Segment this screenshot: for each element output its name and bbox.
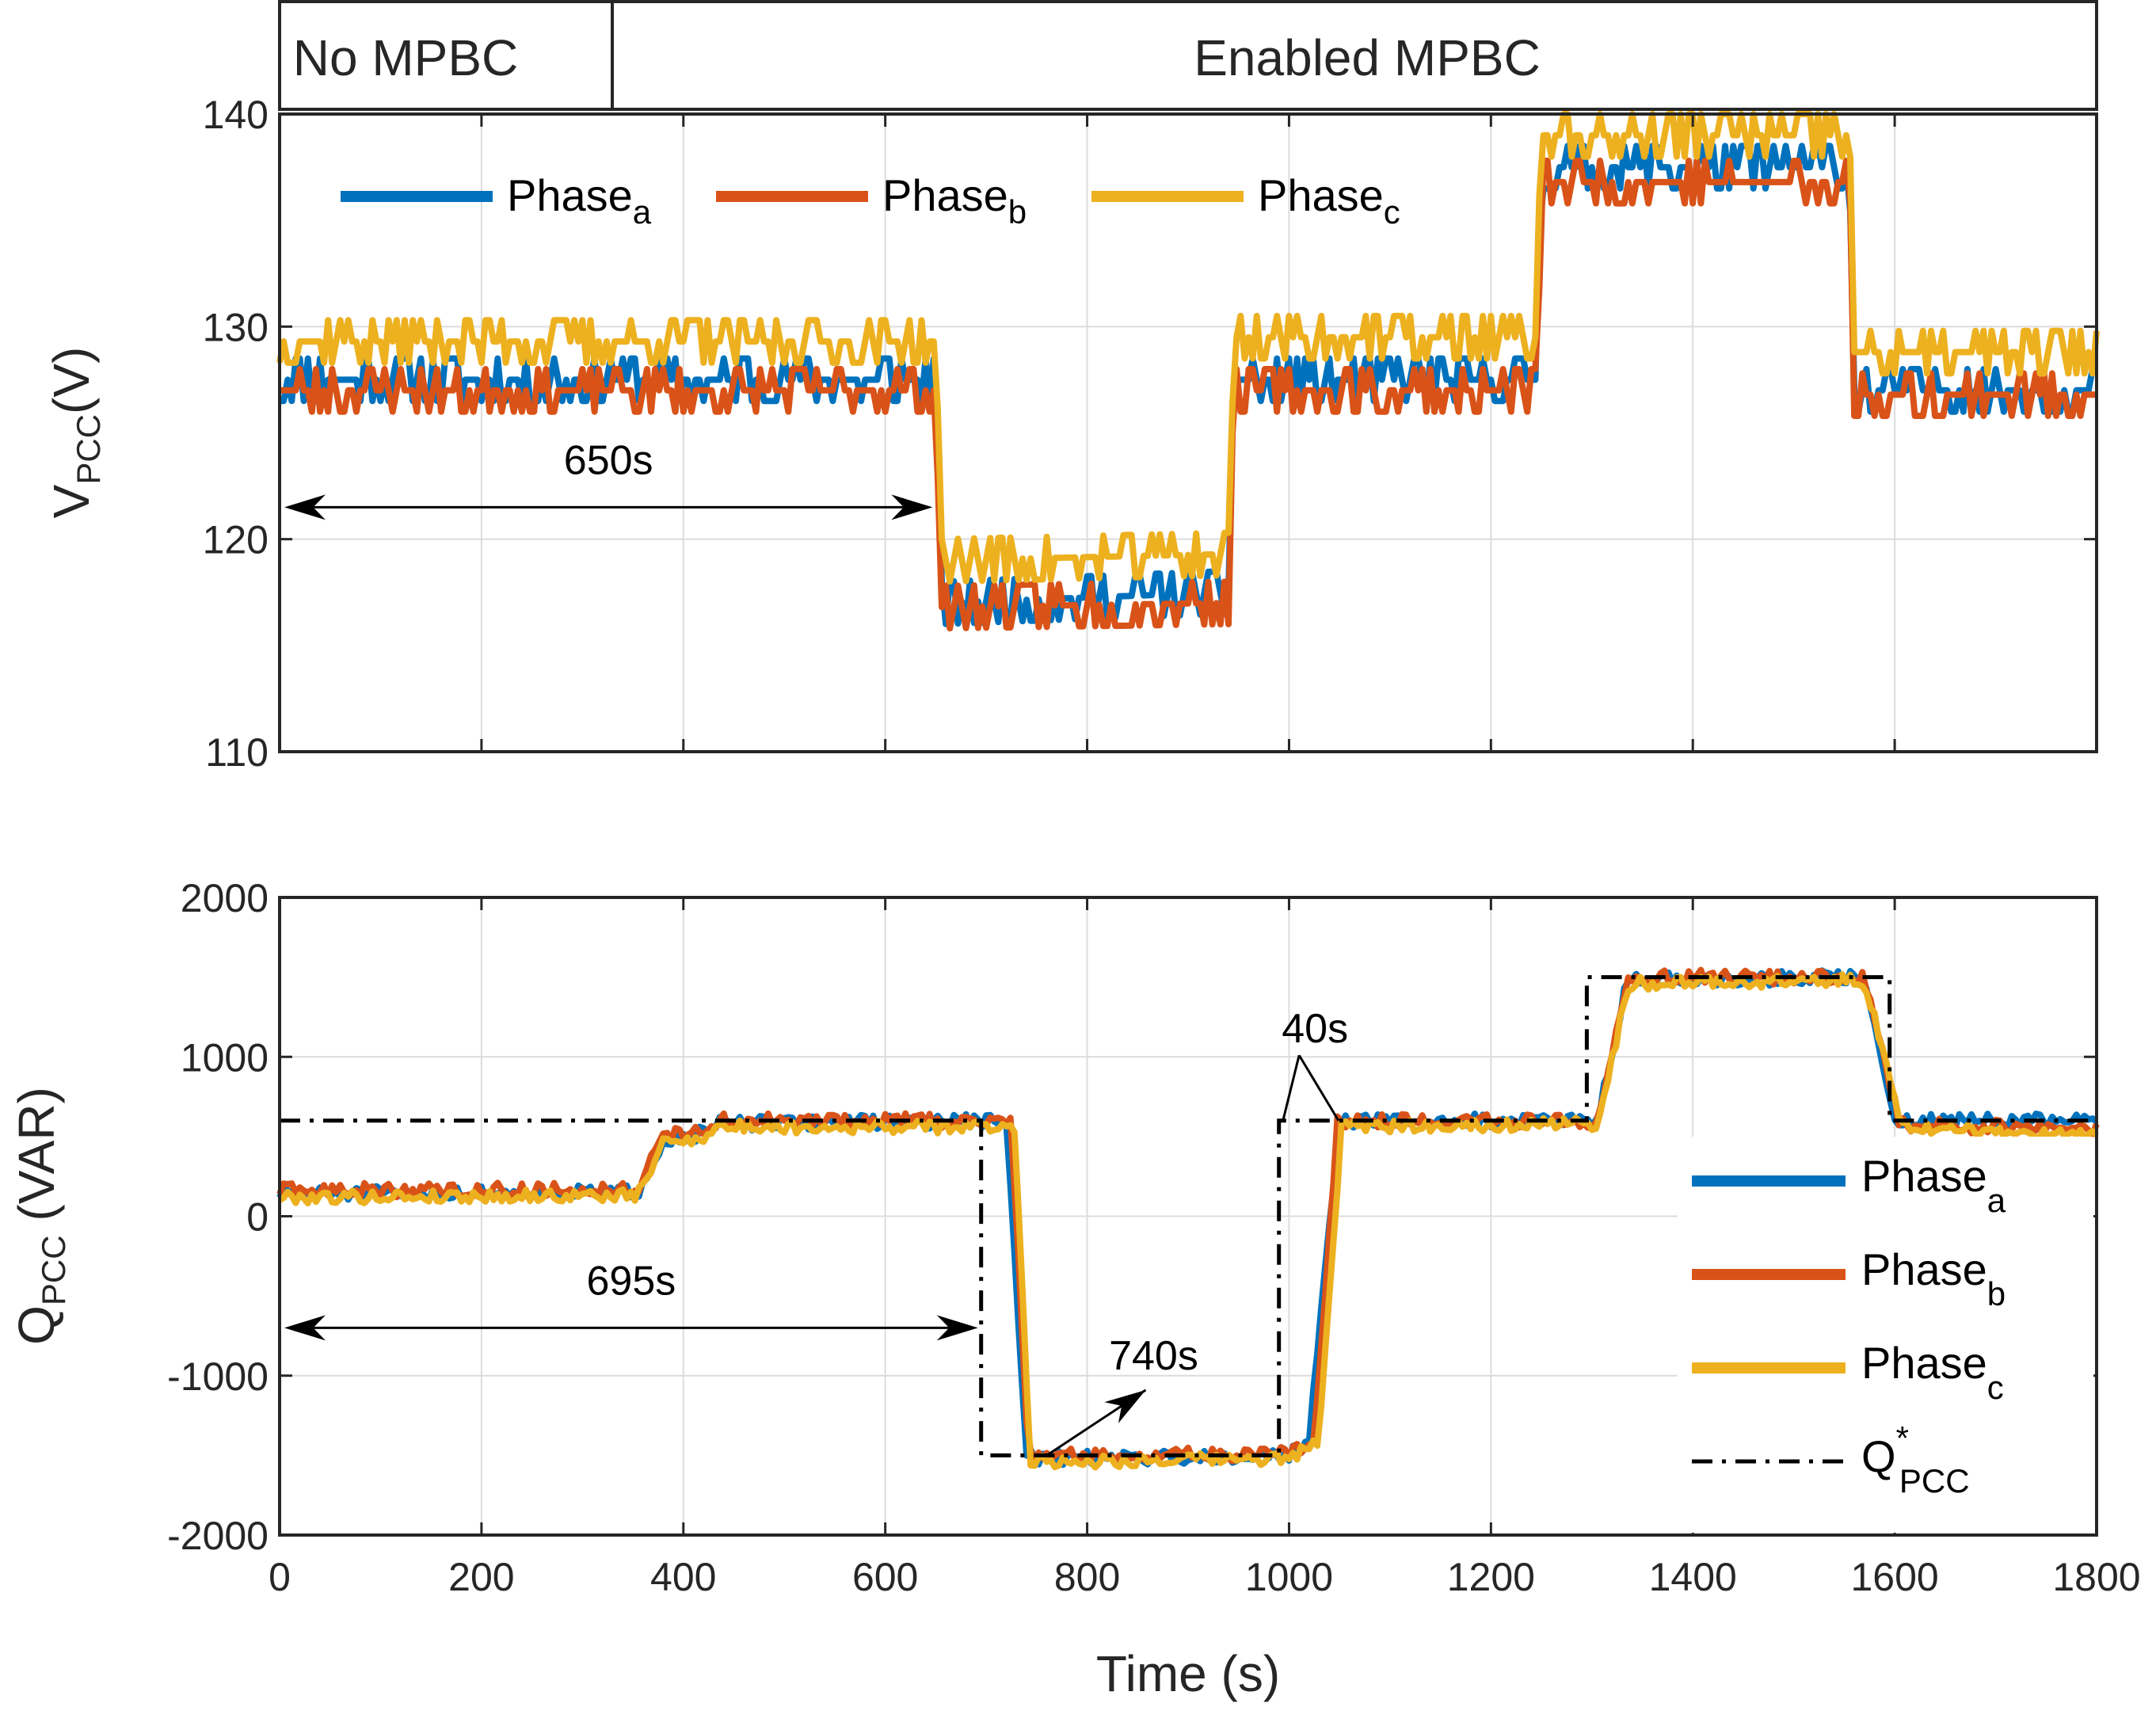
x-tick-label: 1200 bbox=[1447, 1555, 1535, 1599]
vpcc-plot-area bbox=[280, 114, 2097, 752]
x-tick-label: 600 bbox=[852, 1555, 918, 1599]
y-tick-label: 130 bbox=[203, 305, 269, 349]
mode-bar: No MPBC Enabled MPBC bbox=[278, 0, 2098, 111]
qpcc-annotations: 695s 740s 40s bbox=[284, 1006, 1348, 1457]
mode-bar-box bbox=[278, 0, 2098, 111]
mode-no-mpbc-label: No MPBC bbox=[293, 29, 519, 86]
vpcc-series bbox=[276, 111, 2100, 632]
qpcc-legend-label-a: Phasea bbox=[1861, 1151, 2006, 1219]
annotation-arrow-line bbox=[1282, 1054, 1301, 1122]
vpcc-ticks: 110 120 130 140 bbox=[203, 93, 2098, 775]
y-tick-label: 2000 bbox=[181, 876, 269, 920]
series-line-Phase_c bbox=[278, 971, 2099, 1471]
annotation-label: 740s bbox=[1109, 1333, 1198, 1379]
annotation-arrowhead-right bbox=[891, 494, 933, 520]
x-tick-label: 1800 bbox=[2052, 1555, 2140, 1599]
x-tick-label: 1400 bbox=[1649, 1555, 1737, 1599]
y-tick-label: -1000 bbox=[167, 1354, 269, 1399]
vpcc-annotation-650s: 650s bbox=[284, 437, 933, 520]
series-line-Phase_c bbox=[276, 111, 2100, 585]
vpcc-legend-label-c: Phasec bbox=[1258, 170, 1400, 230]
qpcc-ylabel-unit: (VAR) bbox=[8, 1087, 65, 1235]
vpcc-legend: Phasea Phaseb Phasec bbox=[341, 170, 1400, 230]
annotation-label: 650s bbox=[564, 437, 653, 483]
vpcc-ylabel-sub: PCC bbox=[70, 414, 107, 485]
annotation-arrowhead-left bbox=[284, 1315, 326, 1341]
x-tick-label: 1600 bbox=[1850, 1555, 1938, 1599]
qpcc-ylabel-sub: PCC bbox=[35, 1235, 72, 1305]
x-tick-label: 1000 bbox=[1245, 1555, 1333, 1599]
y-tick-label: 120 bbox=[203, 518, 269, 562]
mode-enabled-mpbc-label: Enabled MPBC bbox=[1194, 29, 1541, 86]
annotation-label: 695s bbox=[586, 1258, 676, 1304]
series-line-Q_PCC* bbox=[280, 975, 2097, 1457]
vpcc-panel: 110 120 130 140 No MPBC Enabled MPBC VPCC(V… bbox=[43, 0, 2100, 775]
x-axis-title: Time (s) bbox=[1096, 1645, 1280, 1702]
vpcc-ylabel-main: V bbox=[43, 484, 100, 518]
annotation-label: 40s bbox=[1282, 1006, 1348, 1052]
x-tick-label: 200 bbox=[448, 1555, 514, 1599]
qpcc-legend-label-ref: Q* PCC bbox=[1861, 1419, 1970, 1499]
y-tick-label: 140 bbox=[203, 93, 269, 137]
qpcc-legend: Phasea Phaseb Phasec Q* PCC bbox=[1678, 1137, 2093, 1533]
qpcc-legend-box bbox=[1678, 1137, 2093, 1533]
vpcc-axes-box bbox=[278, 112, 2098, 753]
vpcc-legend-label-a: Phasea bbox=[507, 170, 652, 230]
qpcc-ylabel-main: Q bbox=[8, 1305, 65, 1345]
x-tick-label: 0 bbox=[269, 1555, 291, 1599]
qpcc-panel: 0 200 400 600 800 1000 1200 1400 1600 1800 -2000 -1… bbox=[8, 876, 2141, 1702]
annotation-arrowhead bbox=[1104, 1389, 1146, 1423]
y-tick-label: 0 bbox=[246, 1195, 269, 1240]
series-line-Phase_b bbox=[280, 158, 2097, 632]
annotation-arrow-line bbox=[1297, 1054, 1340, 1122]
vpcc-ylabel: VPCC(V) bbox=[43, 347, 107, 519]
qpcc-legend-label-b: Phaseb bbox=[1861, 1244, 2006, 1312]
qpcc-series bbox=[276, 966, 2100, 1471]
y-tick-label: 1000 bbox=[181, 1035, 269, 1080]
vpcc-legend-label-b: Phaseb bbox=[882, 170, 1027, 230]
annotation-arrowhead-left bbox=[284, 494, 326, 520]
qpcc-ticks: 0 200 400 600 800 1000 1200 1400 1600 1800 -2000 -1… bbox=[167, 876, 2141, 1599]
x-tick-label: 400 bbox=[650, 1555, 716, 1599]
annotation-arrowhead-right bbox=[936, 1315, 978, 1341]
qpcc-ylabel: QPCC (VAR) bbox=[8, 1087, 72, 1345]
qpcc-legend-label-c: Phasec bbox=[1861, 1338, 2004, 1406]
x-tick-label: 800 bbox=[1054, 1555, 1120, 1599]
vpcc-ylabel-unit: (V) bbox=[43, 347, 100, 414]
y-tick-label: 110 bbox=[205, 730, 269, 775]
y-tick-label: -2000 bbox=[167, 1514, 269, 1558]
